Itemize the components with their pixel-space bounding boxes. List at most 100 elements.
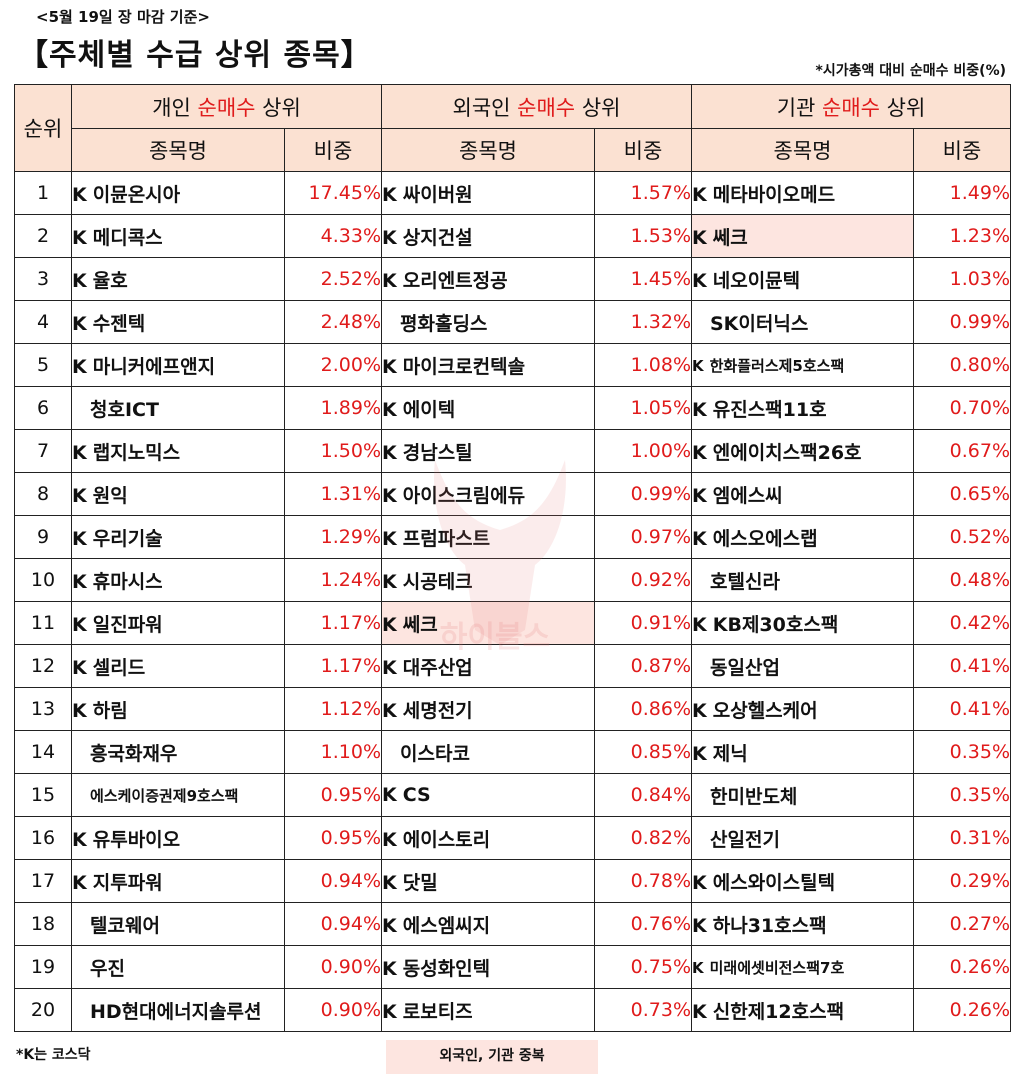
kosdaq-marker: K [692,484,707,507]
kosdaq-marker: K [692,183,707,206]
weight-cell: 0.95% [284,816,382,860]
stock-name-cell: K 에이스토리 [381,816,595,860]
kosdaq-marker: K [382,226,397,249]
stock-name: 마이크로컨텍솔 [402,355,526,378]
weight-cell: 1.31% [284,472,382,516]
rank-cell: 20 [14,988,72,1032]
kosdaq-marker: K [382,914,397,937]
kosdaq-marker: K [382,871,397,894]
stock-name-cell: 이스타코 [381,730,595,774]
weight-cell: 0.95% [284,773,382,817]
stock-name: 우진 [90,957,125,980]
weight-cell: 1.49% [913,171,1011,215]
stock-name-cell: K 엠에스씨 [691,472,914,516]
weight-cell: 0.41% [913,687,1011,731]
kosdaq-marker: K [692,356,704,375]
stock-name-cell: K 로보티즈 [381,988,595,1032]
weight-cell: 0.85% [594,730,692,774]
duplicate-legend: 외국인, 기관 중복 [386,1040,598,1074]
stock-name-cell: K 오상헬스케어 [691,687,914,731]
stock-name: 동일산업 [710,656,780,679]
stock-name-cell: K 엔에이치스팩26호 [691,429,914,473]
kosdaq-marker: K [72,441,87,464]
weight-cell: 0.35% [913,773,1011,817]
stock-name-cell: SK이터닉스 [691,300,914,344]
table-row: 20 HD현대에너지솔루션 0.90% K 로보티즈 0.73% K 신한제12호스팩 0.26… [14,988,1011,1032]
stock-name: 유투바이오 [92,828,181,851]
table-row: 19 우진 0.90% K 동성화인텍 0.75% K 미래에셋비전스팩7호 0.26% [14,945,1011,989]
stock-name-cell: K 신한제12호스팩 [691,988,914,1032]
rank-cell: 3 [14,257,72,301]
stock-name-cell: 한미반도체 [691,773,914,817]
stock-name: CS [402,784,431,806]
stock-name-cell: K 쎄크 [381,601,595,645]
stock-name: 우리기술 [92,527,163,550]
rank-cell: 11 [14,601,72,645]
stock-name-cell: K 셀리드 [71,644,285,688]
kosdaq-marker: K [692,871,707,894]
name-header: 종목명 [71,128,285,172]
stock-name-cell: K 우리기술 [71,515,285,559]
weight-header: 비중 [284,128,382,172]
individual-header: 개인 순매수 상위 [71,84,382,129]
stock-name: 오상헬스케어 [712,699,818,722]
weight-cell: 1.03% [913,257,1011,301]
kosdaq-marker: K [692,527,707,550]
weight-cell: 0.90% [284,988,382,1032]
stock-name: 지투파워 [92,871,163,894]
stock-name-cell: K 마니커에프앤지 [71,343,285,387]
weight-cell: 1.17% [284,644,382,688]
stock-name: 네오이뮨텍 [712,269,801,292]
weight-cell: 0.80% [913,343,1011,387]
weight-cell: 0.84% [594,773,692,817]
weight-cell: 2.00% [284,343,382,387]
stock-name-cell: K CS [381,773,595,817]
stock-name: 하나31호스팩 [712,914,827,937]
weight-cell: 0.92% [594,558,692,602]
weight-cell: 0.82% [594,816,692,860]
stock-name-cell: K 미래에셋비전스팩7호 [691,945,914,989]
kosdaq-marker: K [692,613,707,636]
kosdaq-marker: K [382,828,397,851]
kosdaq-marker: K [72,484,87,507]
kosdaq-marker: K [692,398,707,421]
kosdaq-marker: K [692,226,707,249]
stock-name: 하림 [92,699,128,722]
report-date: <5월 19일 장 마감 기준> [36,8,210,26]
weight-cell: 17.45% [284,171,382,215]
stock-name: 흥국화재우 [90,742,178,765]
weight-cell: 0.27% [913,902,1011,946]
stock-name-cell: K 오리엔트정공 [381,257,595,301]
stock-name: 프럼파스트 [402,527,491,550]
weight-cell: 1.50% [284,429,382,473]
weight-cell: 0.26% [913,945,1011,989]
stock-name: 마니커에프앤지 [92,355,216,378]
kosdaq-marker: K [382,355,397,378]
weight-cell: 1.23% [913,214,1011,258]
kosdaq-marker: K [72,269,87,292]
stock-name-cell: K 프럼파스트 [381,515,595,559]
table-row: 11 K 일진파워 1.17% K 쎄크 0.91% K KB제30호스팩 0.42% [14,601,1011,645]
stock-name-cell: K 경남스틸 [381,429,595,473]
stock-name-cell: K 마이크로컨텍솔 [381,343,595,387]
kosdaq-marker: K [382,570,397,593]
weight-cell: 0.73% [594,988,692,1032]
stock-name: 싸이버원 [402,183,473,206]
kosdaq-marker: K [382,957,397,980]
institution-header: 기관 순매수 상위 [691,84,1011,129]
stock-name-cell: K 아이스크림에듀 [381,472,595,516]
stock-name-cell: K 네오이뮨텍 [691,257,914,301]
rank-cell: 7 [14,429,72,473]
kosdaq-marker: K [72,570,87,593]
kosdaq-marker: K [72,226,87,249]
table-row: 17 K 지투파워 0.94% K 닷밀 0.78% K 에스와이스틸텍 0.29% [14,859,1011,903]
table-row: 5 K 마니커에프앤지 2.00% K 마이크로컨텍솔 1.08% K 한화플러스제5호스팩 0.… [14,343,1011,387]
stock-name-cell: K 원익 [71,472,285,516]
weight-cell: 0.42% [913,601,1011,645]
weight-cell: 0.75% [594,945,692,989]
stock-name: 엔에이치스팩26호 [712,441,862,464]
rank-cell: 5 [14,343,72,387]
table-row: 1 K 이뮨온시아 17.45% K 싸이버원 1.57% K 메타바이오메드 1.49% [14,171,1011,215]
stock-name: 로보티즈 [402,1000,473,1023]
table-row: 14 흥국화재우 1.10% 이스타코 0.85% K 제닉 0.35% [14,730,1011,774]
